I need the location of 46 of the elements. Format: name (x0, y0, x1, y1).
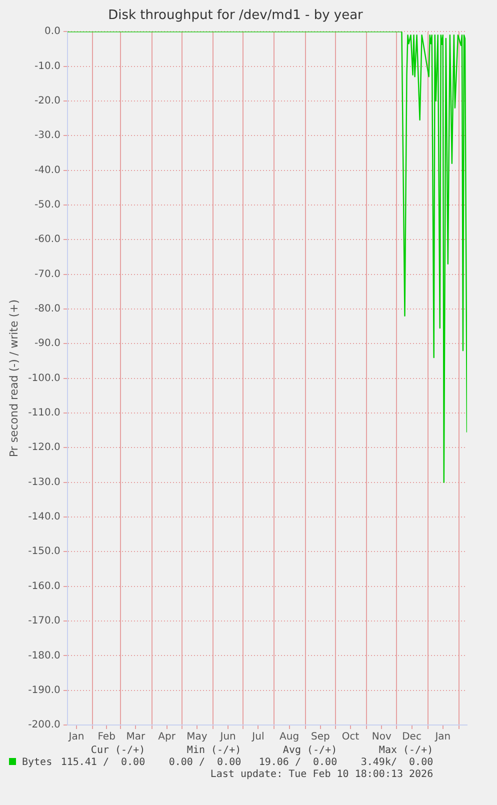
x-tick-label: Sep (310, 732, 330, 743)
y-tick-label: -190.0 (28, 684, 60, 696)
x-tick-label: Aug (280, 732, 300, 743)
y-tick-label: -140.0 (28, 512, 60, 523)
y-tick-label: -130.0 (28, 476, 60, 488)
y-tick-label: -180.0 (28, 650, 60, 662)
y-tick-label: -160.0 (28, 580, 60, 592)
x-tick-label: Mar (126, 732, 146, 743)
y-tick-label: -60.0 (34, 234, 60, 246)
text: Last update: Tue Feb 10 18:00:13 2026 (209, 769, 434, 780)
x-tick-label: Jul (251, 732, 264, 743)
y-tick-label: 0.0 (44, 26, 60, 38)
text: 0.00 / 0.00 (168, 756, 242, 769)
x-tick-label: Jan (68, 732, 84, 743)
y-tick-label: -110.0 (28, 408, 60, 419)
y-tick-label: -100.0 (28, 372, 60, 384)
legend-label: Bytes (21, 757, 52, 768)
y-tick-label: -20.0 (34, 96, 60, 107)
y-tick-label: -50.0 (34, 200, 60, 211)
x-tick-label: Nov (372, 732, 392, 743)
text: Avg (-/+) (282, 745, 338, 756)
y-tick-label: -40.0 (34, 164, 60, 176)
x-tick-label: Jun (219, 732, 236, 743)
text: Max (-/+) (378, 745, 434, 756)
y-tick-label: -200.0 (28, 720, 60, 731)
y-tick-label: -150.0 (28, 546, 60, 558)
y-tick-label: -30.0 (34, 130, 60, 142)
text: Cur (-/+) (90, 745, 146, 756)
y-tick-label: -120.0 (28, 442, 60, 454)
x-tick-label: Jan (434, 732, 451, 743)
y-axis-title: Pr second read (-) / write (+) (7, 299, 20, 458)
y-tick-label: -90.0 (34, 338, 60, 350)
y-tick-label: -80.0 (34, 304, 60, 315)
text: 115.41 / 0.00 (60, 756, 146, 769)
x-tick-label: Apr (158, 732, 176, 743)
y-tick-label: -10.0 (34, 60, 60, 72)
x-tick-label: May (186, 732, 208, 743)
y-tick-label: -170.0 (28, 616, 60, 627)
x-tick-label: Dec (402, 732, 422, 743)
text: 3.49k/ 0.00 (360, 756, 434, 769)
y-tick-label: -70.0 (34, 268, 60, 280)
text: 19.06 / 0.00 (258, 756, 338, 769)
x-tick-label: Feb (98, 732, 116, 743)
chart-title: Disk throughput for /dev/md1 - by year (108, 8, 364, 24)
x-tick-label: Oct (342, 732, 360, 743)
text: Min (-/+) (186, 745, 242, 756)
